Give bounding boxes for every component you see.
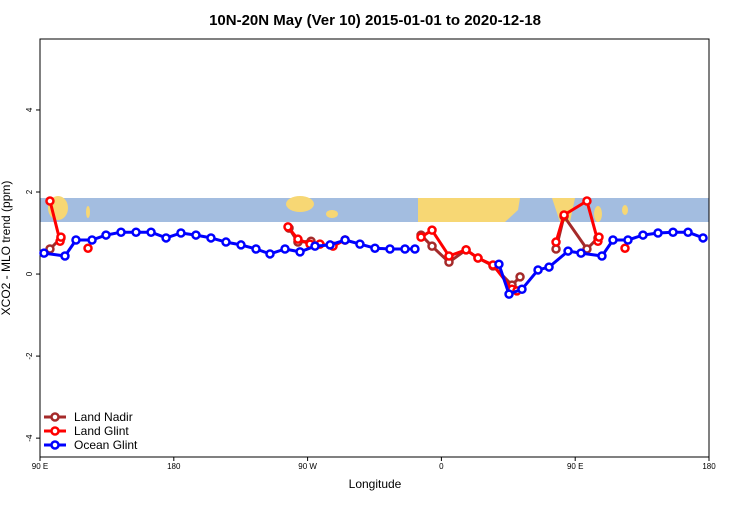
point: [582, 196, 592, 206]
point: [60, 251, 70, 261]
chart-title: 10N-20N May (Ver 10) 2015-01-01 to 2020-…: [209, 12, 541, 29]
point: [668, 227, 678, 237]
point: [83, 243, 93, 253]
point: [370, 243, 380, 253]
point: [515, 272, 525, 282]
y-tick-label: 2: [25, 189, 34, 194]
point: [620, 243, 630, 253]
legend-label: Land Nadir: [74, 410, 133, 424]
point: [594, 232, 604, 242]
point: [283, 222, 293, 232]
x-tick-label: 90 E: [567, 462, 583, 471]
land: [86, 206, 90, 218]
point: [355, 239, 365, 249]
land: [326, 210, 338, 218]
point: [146, 227, 156, 237]
point: [563, 246, 573, 256]
point: [533, 265, 543, 275]
y-axis-label: XCO2 - MLO trend (ppm): [0, 181, 13, 316]
point: [161, 233, 171, 243]
point: [461, 245, 471, 255]
point: [504, 289, 514, 299]
land: [594, 206, 602, 222]
point: [280, 244, 290, 254]
x-tick-label: 90 W: [298, 462, 317, 471]
x-tick-label: 180: [702, 462, 716, 471]
point: [251, 244, 261, 254]
plot-frame: [39, 38, 710, 458]
point: [576, 248, 586, 258]
point: [608, 235, 618, 245]
point: [131, 227, 141, 237]
point: [416, 232, 426, 242]
point: [295, 247, 305, 257]
y-tick-label: -4: [25, 434, 34, 442]
point: [45, 196, 55, 206]
point: [559, 210, 569, 220]
point: [551, 237, 561, 247]
point: [410, 244, 420, 254]
point: [87, 235, 97, 245]
point: [623, 235, 633, 245]
point: [698, 233, 708, 243]
point: [400, 244, 410, 254]
point: [340, 235, 350, 245]
point: [71, 235, 81, 245]
ocean-strip: [40, 198, 709, 222]
point: [176, 228, 186, 238]
point: [444, 251, 454, 261]
point: [116, 227, 126, 237]
point: [39, 248, 49, 258]
point: [473, 253, 483, 263]
point: [236, 240, 246, 250]
point: [494, 259, 504, 269]
x-axis-label: Longitude: [349, 477, 402, 491]
point: [265, 249, 275, 259]
point: [101, 230, 111, 240]
point: [206, 233, 216, 243]
point: [325, 240, 335, 250]
land: [552, 198, 575, 222]
legend-label: Land Glint: [74, 424, 129, 438]
point: [544, 262, 554, 272]
legend-marker: [50, 440, 60, 450]
point: [310, 241, 320, 251]
y-tick-label: 4: [25, 107, 34, 112]
legend-marker: [50, 426, 60, 436]
legend-label: Ocean Glint: [74, 438, 138, 452]
point: [293, 234, 303, 244]
land: [418, 198, 520, 222]
map-strip: [40, 196, 709, 222]
point: [427, 241, 437, 251]
land: [622, 205, 628, 215]
y-tick-label: -2: [25, 352, 34, 360]
point: [56, 232, 66, 242]
point: [597, 251, 607, 261]
point: [638, 230, 648, 240]
point: [653, 228, 663, 238]
x-tick-label: 0: [439, 462, 444, 471]
x-tick-label: 90 E: [32, 462, 48, 471]
point: [683, 227, 693, 237]
point: [221, 237, 231, 247]
x-tick-label: 180: [167, 462, 181, 471]
point: [385, 244, 395, 254]
point: [427, 225, 437, 235]
point: [517, 284, 527, 294]
land: [286, 196, 314, 212]
legend-marker: [50, 412, 60, 422]
y-tick-label: 0: [25, 271, 34, 276]
point: [191, 230, 201, 240]
